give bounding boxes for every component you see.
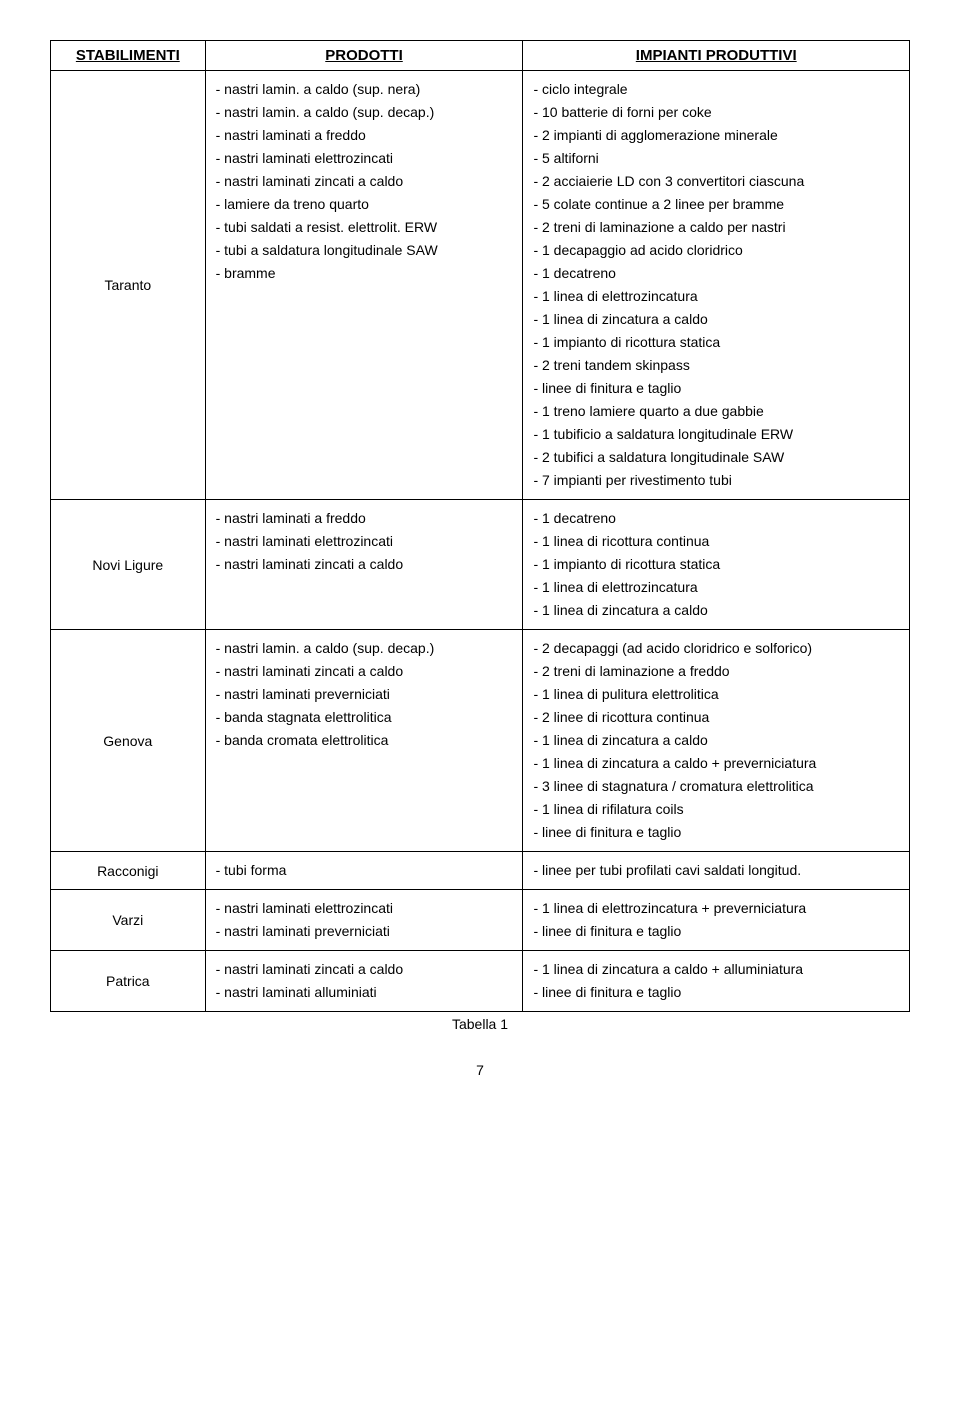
prod-item: - nastri laminati a freddo: [216, 125, 513, 146]
stab-cell: Novi Ligure: [51, 500, 206, 630]
imp-cell: - 2 decapaggi (ad acido cloridrico e sol…: [523, 630, 910, 852]
prod-item: - nastri laminati alluminiati: [216, 982, 513, 1003]
prod-cell: - tubi forma: [205, 852, 523, 890]
table-caption: Tabella 1: [50, 1016, 910, 1032]
prod-item: - nastri lamin. a caldo (sup. nera): [216, 79, 513, 100]
imp-item: - 1 linea di zincatura a caldo: [533, 730, 899, 751]
imp-item: - linee di finitura e taglio: [533, 921, 899, 942]
stab-cell: Racconigi: [51, 852, 206, 890]
imp-item: - 1 linea di pulitura elettrolitica: [533, 684, 899, 705]
imp-item: - linee di finitura e taglio: [533, 822, 899, 843]
imp-item: - 1 tubificio a saldatura longitudinale …: [533, 424, 899, 445]
table-row: Taranto- nastri lamin. a caldo (sup. ner…: [51, 71, 910, 500]
imp-item: - 1 decatreno: [533, 508, 899, 529]
header-impianti: IMPIANTI PRODUTTIVI: [523, 41, 910, 71]
table-row: Varzi- nastri laminati elettrozincati- n…: [51, 890, 910, 951]
imp-item: - 7 impianti per rivestimento tubi: [533, 470, 899, 491]
prod-item: - tubi a saldatura longitudinale SAW: [216, 240, 513, 261]
imp-item: - 2 tubifici a saldatura longitudinale S…: [533, 447, 899, 468]
prod-cell: - nastri lamin. a caldo (sup. nera)- nas…: [205, 71, 523, 500]
imp-cell: - linee per tubi profilati cavi saldati …: [523, 852, 910, 890]
prod-cell: - nastri lamin. a caldo (sup. decap.)- n…: [205, 630, 523, 852]
prod-cell: - nastri laminati zincati a caldo- nastr…: [205, 951, 523, 1012]
prod-cell: - nastri laminati elettrozincati- nastri…: [205, 890, 523, 951]
prod-item: - tubi saldati a resist. elettrolit. ERW: [216, 217, 513, 238]
imp-cell: - ciclo integrale- 10 batterie di forni …: [523, 71, 910, 500]
imp-item: - 3 linee di stagnatura / cromatura elet…: [533, 776, 899, 797]
imp-item: - 1 decatreno: [533, 263, 899, 284]
imp-item: - 1 linea di elettrozincatura: [533, 577, 899, 598]
imp-item: - 1 linea di ricottura continua: [533, 531, 899, 552]
prod-item: - banda cromata elettrolitica: [216, 730, 513, 751]
imp-item: - linee per tubi profilati cavi saldati …: [533, 860, 899, 881]
table-row: Genova- nastri lamin. a caldo (sup. deca…: [51, 630, 910, 852]
table-row: Novi Ligure- nastri laminati a freddo- n…: [51, 500, 910, 630]
main-table: STABILIMENTI PRODOTTI IMPIANTI PRODUTTIV…: [50, 40, 910, 1012]
imp-item: - 1 treno lamiere quarto a due gabbie: [533, 401, 899, 422]
prod-item: - nastri laminati preverniciati: [216, 921, 513, 942]
imp-item: - 5 colate continue a 2 linee per bramme: [533, 194, 899, 215]
prod-item: - nastri laminati zincati a caldo: [216, 171, 513, 192]
imp-item: - 2 decapaggi (ad acido cloridrico e sol…: [533, 638, 899, 659]
imp-item: - 1 linea di zincatura a caldo + allumin…: [533, 959, 899, 980]
imp-item: - 2 treni tandem skinpass: [533, 355, 899, 376]
stab-cell: Genova: [51, 630, 206, 852]
imp-item: - 1 linea di zincatura a caldo + prevern…: [533, 753, 899, 774]
prod-item: - nastri laminati elettrozincati: [216, 148, 513, 169]
header-row: STABILIMENTI PRODOTTI IMPIANTI PRODUTTIV…: [51, 41, 910, 71]
table-row: Racconigi - tubi forma - linee per tubi pr…: [51, 852, 910, 890]
imp-item: - 2 linee di ricottura continua: [533, 707, 899, 728]
imp-cell: - 1 linea di elettrozincatura + preverni…: [523, 890, 910, 951]
prod-item: - lamiere da treno quarto: [216, 194, 513, 215]
table-row: Patrica- nastri laminati zincati a caldo…: [51, 951, 910, 1012]
imp-item: - 1 linea di elettrozincatura: [533, 286, 899, 307]
prod-item: - nastri laminati zincati a caldo: [216, 554, 513, 575]
imp-cell: - 1 linea di zincatura a caldo + allumin…: [523, 951, 910, 1012]
imp-cell: - 1 decatreno- 1 linea di ricottura cont…: [523, 500, 910, 630]
prod-item: - bramme: [216, 263, 513, 284]
imp-item: - 2 treni di laminazione a caldo per nas…: [533, 217, 899, 238]
imp-item: - 1 linea di elettrozincatura + preverni…: [533, 898, 899, 919]
stab-cell: Varzi: [51, 890, 206, 951]
prod-item: - nastri laminati zincati a caldo: [216, 661, 513, 682]
imp-item: - 2 treni di laminazione a freddo: [533, 661, 899, 682]
imp-item: - 2 impianti di agglomerazione minerale: [533, 125, 899, 146]
prod-item: - nastri laminati zincati a caldo: [216, 959, 513, 980]
prod-cell: - nastri laminati a freddo- nastri lamin…: [205, 500, 523, 630]
imp-item: - 1 linea di zincatura a caldo: [533, 600, 899, 621]
page-number: 7: [50, 1062, 910, 1078]
imp-item: - 1 impianto di ricottura statica: [533, 332, 899, 353]
prod-item: - nastri lamin. a caldo (sup. decap.): [216, 102, 513, 123]
imp-item: - linee di finitura e taglio: [533, 982, 899, 1003]
header-prodotti: PRODOTTI: [205, 41, 523, 71]
imp-item: - linee di finitura e taglio: [533, 378, 899, 399]
imp-item: - 10 batterie di forni per coke: [533, 102, 899, 123]
stab-cell: Patrica: [51, 951, 206, 1012]
imp-item: - 5 altiforni: [533, 148, 899, 169]
prod-item: - nastri lamin. a caldo (sup. decap.): [216, 638, 513, 659]
prod-item: - nastri laminati elettrozincati: [216, 898, 513, 919]
prod-item: - nastri laminati preverniciati: [216, 684, 513, 705]
imp-item: - 2 acciaierie LD con 3 convertitori cia…: [533, 171, 899, 192]
stab-cell: Taranto: [51, 71, 206, 500]
imp-item: - ciclo integrale: [533, 79, 899, 100]
prod-item: - nastri laminati a freddo: [216, 508, 513, 529]
imp-item: - 1 linea di rifilatura coils: [533, 799, 899, 820]
prod-item: - tubi forma: [216, 860, 513, 881]
header-stabilimenti: STABILIMENTI: [51, 41, 206, 71]
prod-item: - banda stagnata elettrolitica: [216, 707, 513, 728]
prod-item: - nastri laminati elettrozincati: [216, 531, 513, 552]
imp-item: - 1 impianto di ricottura statica: [533, 554, 899, 575]
imp-item: - 1 decapaggio ad acido cloridrico: [533, 240, 899, 261]
imp-item: - 1 linea di zincatura a caldo: [533, 309, 899, 330]
